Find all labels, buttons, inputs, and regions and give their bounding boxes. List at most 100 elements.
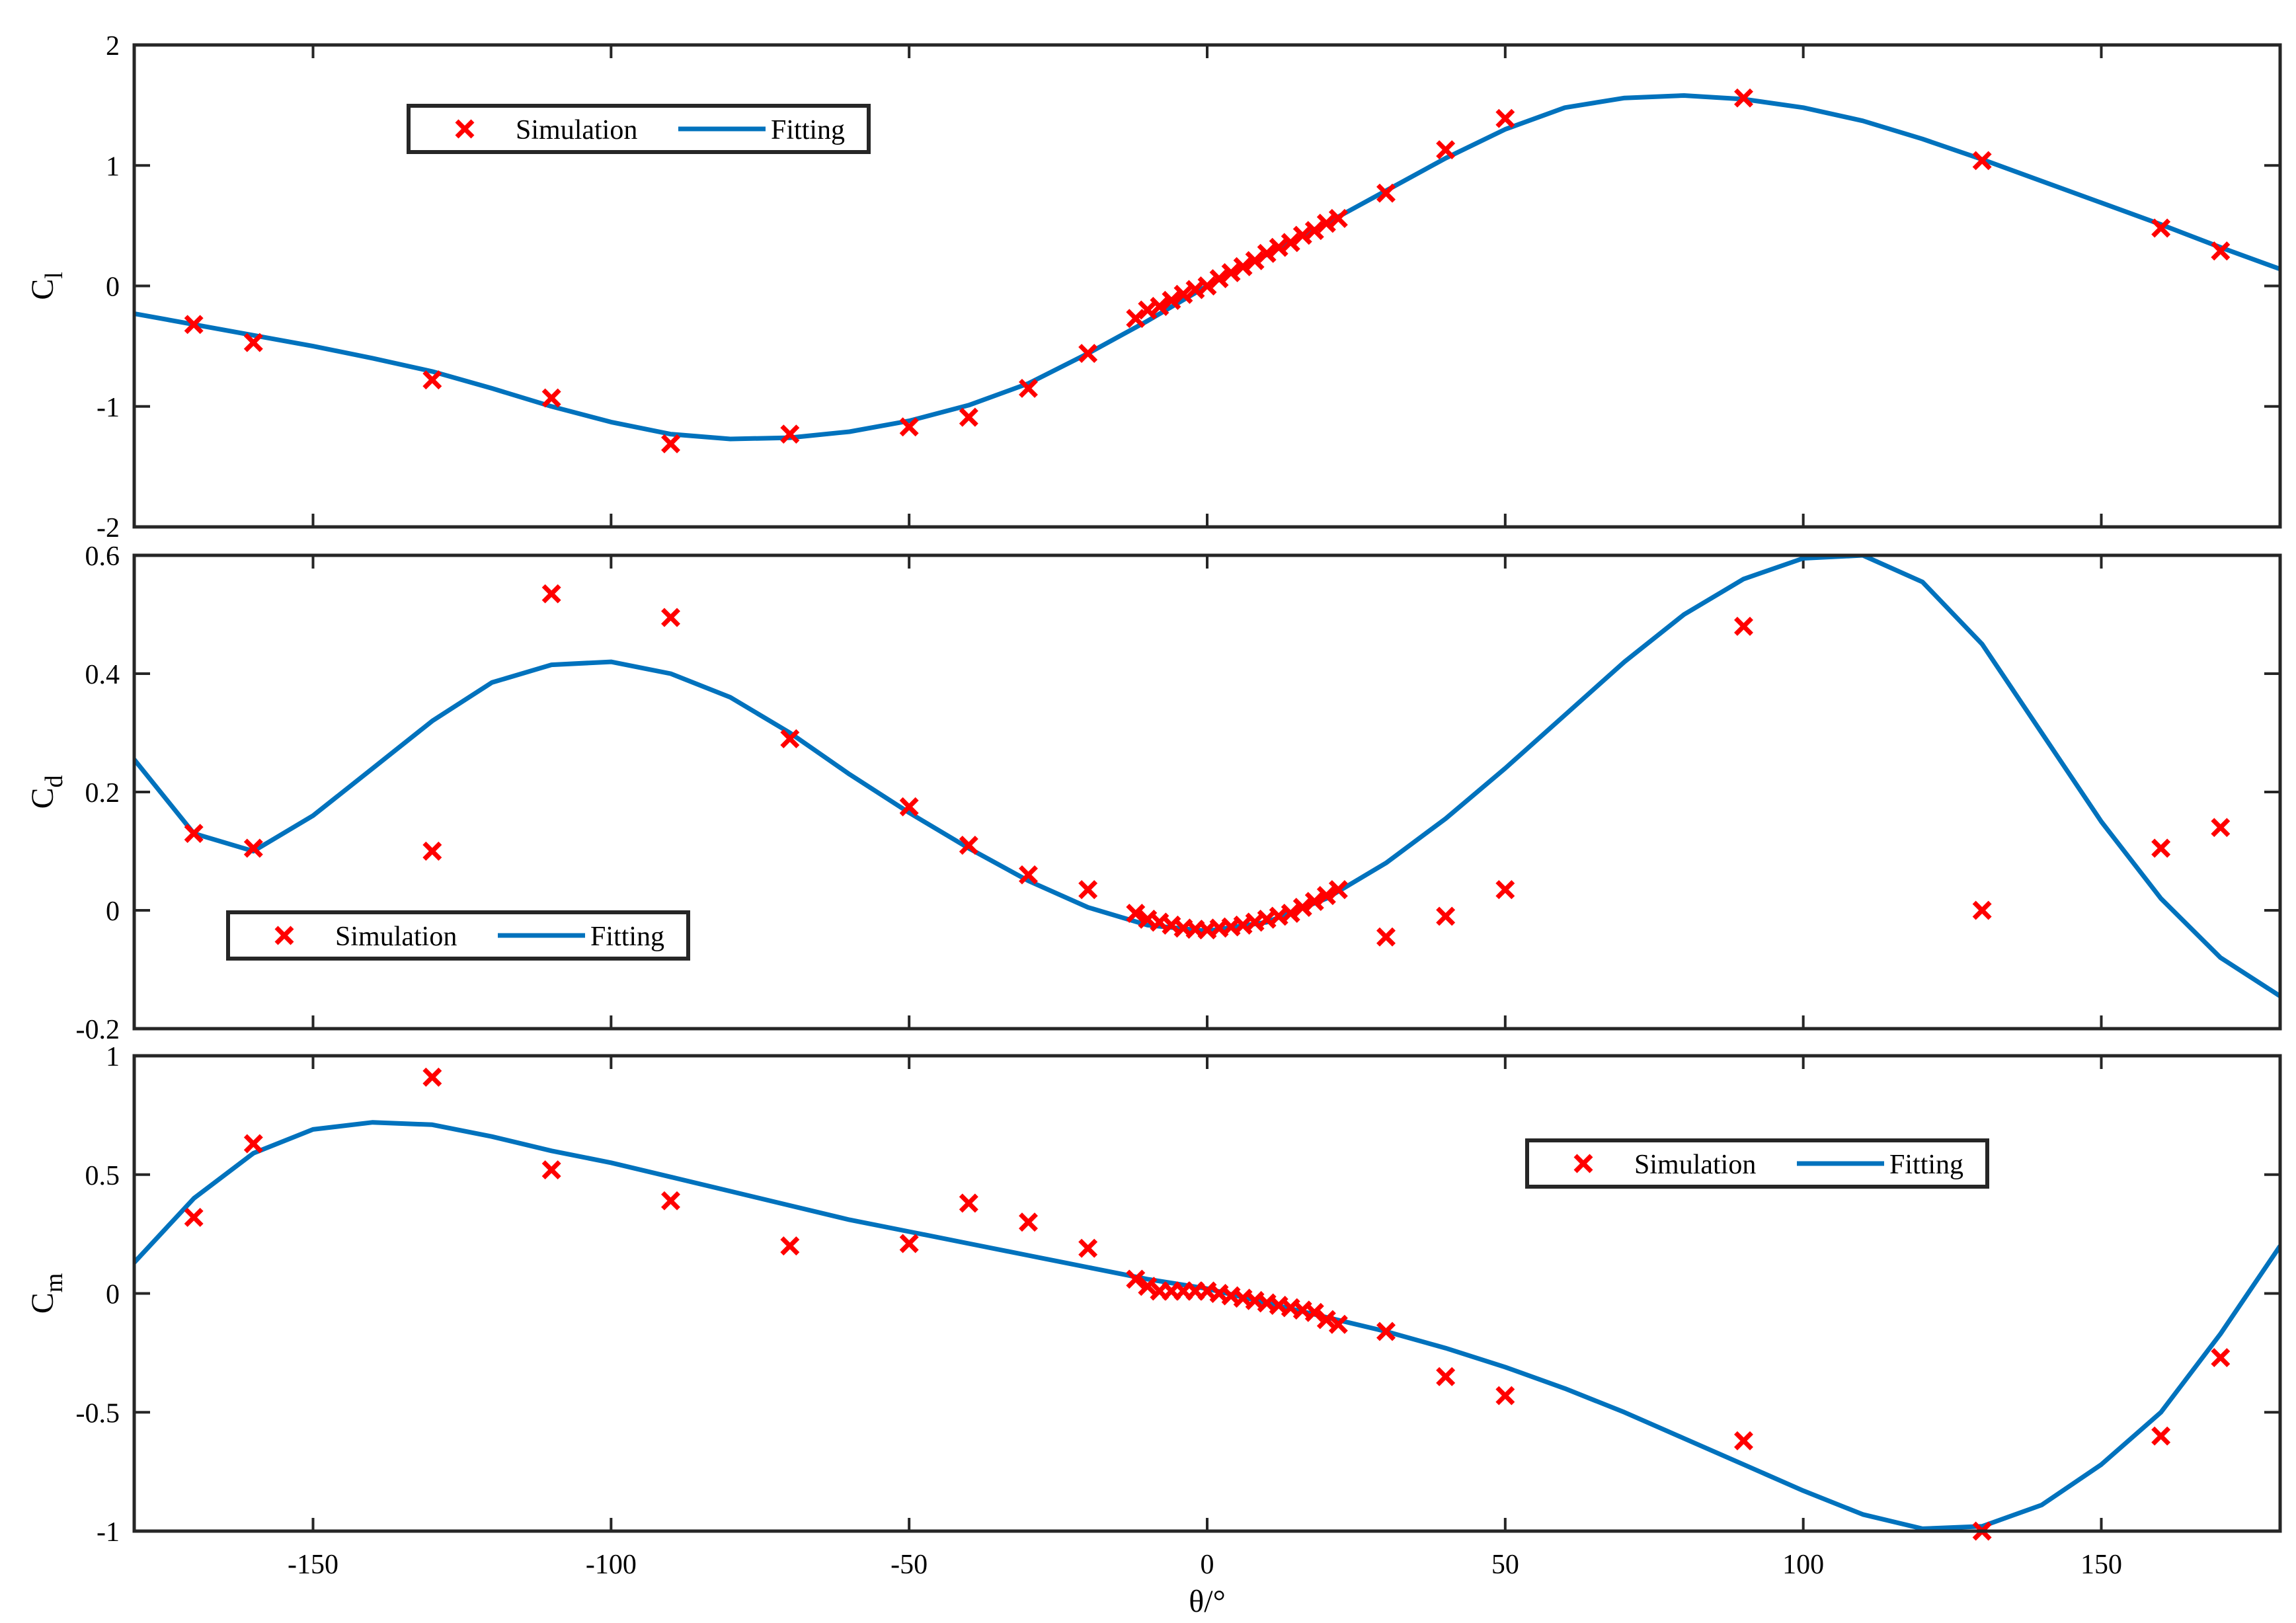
drag-coefficient-panel: -0.2 0 0.2 0.4 0.6 Cd Simulation Fitting xyxy=(25,541,2282,1045)
y-axis-label-sub: m xyxy=(40,1273,68,1293)
legend-fitting-label: Fitting xyxy=(771,115,845,145)
simulation-point xyxy=(2211,1348,2231,1368)
simulation-point xyxy=(1376,183,1396,203)
x-axis-label: θ/° xyxy=(1189,1584,1226,1619)
simulation-point xyxy=(1281,233,1300,253)
y-tick-label: 0 xyxy=(106,1280,120,1310)
legend: Simulation Fitting xyxy=(1525,1138,1989,1189)
simulation-point xyxy=(661,434,680,454)
y-tick-label: -2 xyxy=(97,513,120,543)
y-tick-label: -1 xyxy=(97,393,120,423)
simulation-point xyxy=(1221,262,1241,282)
legend: Simulation Fitting xyxy=(407,104,871,154)
simulation-point xyxy=(959,407,978,427)
simulation-point xyxy=(1328,1314,1348,1334)
simulation-point xyxy=(1972,151,1992,171)
simulation-point xyxy=(1292,225,1312,245)
simulation-point xyxy=(1495,880,1515,900)
simulation-point xyxy=(2211,241,2231,261)
simulation-point xyxy=(1495,108,1515,128)
simulation-point xyxy=(243,1134,263,1154)
simulation-point xyxy=(184,315,204,335)
y-axis-label-main: C xyxy=(25,279,60,300)
simulation-point xyxy=(661,608,680,627)
y-tick-label: 1 xyxy=(106,1042,120,1072)
legend-simulation-marker xyxy=(455,119,475,139)
y-axis-label: Cm xyxy=(25,1273,68,1314)
simulation-point xyxy=(541,1160,561,1180)
x-tick-label: -100 xyxy=(586,1550,637,1580)
y-tick-label: 0.5 xyxy=(85,1161,120,1191)
lift-coefficient-panel: -2 -1 0 1 2 Cl Simulation Fitting xyxy=(25,31,2282,543)
simulation-point xyxy=(1734,1431,1753,1450)
simulation-point xyxy=(1436,906,1456,926)
legend-simulation-label: Simulation xyxy=(335,922,457,952)
y-tick-label: -1 xyxy=(97,1517,120,1548)
legend: Simulation Fitting xyxy=(226,910,690,961)
simulation-point xyxy=(899,417,919,437)
simulation-point xyxy=(1245,251,1265,270)
simulation-point xyxy=(1328,208,1348,228)
simulation-point xyxy=(1436,1366,1456,1386)
simulation-point xyxy=(661,1191,680,1210)
y-tick-label: 0.4 xyxy=(85,660,120,690)
x-tick-label: 150 xyxy=(2080,1550,2122,1580)
simulation-point xyxy=(1150,297,1169,316)
simulation-point xyxy=(959,836,978,855)
legend-simulation-marker xyxy=(274,926,294,945)
y-axis-label-main: C xyxy=(25,1292,60,1314)
x-tick-label: 50 xyxy=(1491,1550,1519,1580)
legend-fitting-label: Fitting xyxy=(1889,1150,1963,1180)
y-tick-label: 0.6 xyxy=(85,541,120,572)
simulation-point xyxy=(959,1193,978,1213)
simulation-point xyxy=(1019,865,1038,885)
moment-coefficient-panel: -1 -0.5 0 0.5 1 Cm Simulation Fitting -150 -100 -5… xyxy=(25,1042,2282,1580)
simulation-point xyxy=(1292,898,1312,917)
simulation-point xyxy=(780,729,800,748)
axes-box xyxy=(132,1054,2282,1533)
simulation-point xyxy=(184,1207,204,1227)
simulation-point xyxy=(2211,818,2231,838)
legend-simulation-label: Simulation xyxy=(1634,1150,1756,1180)
y-tick-label: 0 xyxy=(106,272,120,303)
simulation-point xyxy=(1376,927,1396,947)
simulation-point xyxy=(243,838,263,858)
simulation-point xyxy=(1316,214,1336,233)
simulation-point xyxy=(1126,904,1146,923)
simulation-point xyxy=(1209,269,1229,289)
axes-box xyxy=(132,553,2282,1031)
y-tick-label: -0.5 xyxy=(76,1398,120,1429)
simulation-point xyxy=(1734,616,1753,636)
simulation-point xyxy=(422,1067,442,1087)
simulation-point xyxy=(1495,1386,1515,1405)
x-tick-label: -50 xyxy=(891,1550,928,1580)
simulation-point xyxy=(541,388,561,408)
y-axis-label: Cl xyxy=(25,272,68,300)
axes-box xyxy=(132,43,2282,529)
simulation-point xyxy=(1328,880,1348,900)
simulation-point xyxy=(1972,900,1992,920)
simulation-point xyxy=(1233,257,1253,276)
simulation-point xyxy=(1316,886,1336,906)
simulation-point xyxy=(1138,1277,1158,1296)
simulation-point xyxy=(422,842,442,861)
simulation-point xyxy=(780,424,800,444)
simulation-point xyxy=(422,370,442,390)
y-tick-label: 0 xyxy=(106,896,120,927)
simulation-point xyxy=(2151,838,2171,858)
x-tick-label: 0 xyxy=(1201,1550,1214,1580)
simulation-point xyxy=(1078,344,1098,364)
simulation-point xyxy=(1019,1212,1038,1232)
y-tick-label: -0.2 xyxy=(76,1015,120,1045)
simulation-point xyxy=(1281,904,1300,923)
y-tick-label: 0.2 xyxy=(85,778,120,809)
legend-fitting-label: Fitting xyxy=(590,922,664,952)
simulation-point xyxy=(899,1234,919,1253)
simulation-point xyxy=(1304,892,1324,912)
simulation-point xyxy=(1257,243,1277,263)
legend-simulation-label: Simulation xyxy=(516,115,637,145)
simulation-point xyxy=(2151,218,2171,238)
simulation-point xyxy=(899,797,919,816)
simulation-point xyxy=(1734,88,1753,108)
